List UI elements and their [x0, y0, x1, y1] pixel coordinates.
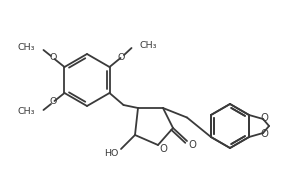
- Text: CH₃: CH₃: [140, 41, 157, 51]
- Text: O: O: [159, 144, 167, 154]
- Text: O: O: [260, 113, 268, 123]
- Text: O: O: [260, 129, 268, 139]
- Text: HO: HO: [104, 148, 118, 157]
- Text: CH₃: CH₃: [18, 43, 36, 52]
- Text: CH₃: CH₃: [18, 108, 36, 117]
- Text: O: O: [188, 140, 196, 150]
- Text: O: O: [50, 97, 57, 107]
- Text: O: O: [118, 52, 125, 62]
- Text: O: O: [50, 53, 57, 63]
